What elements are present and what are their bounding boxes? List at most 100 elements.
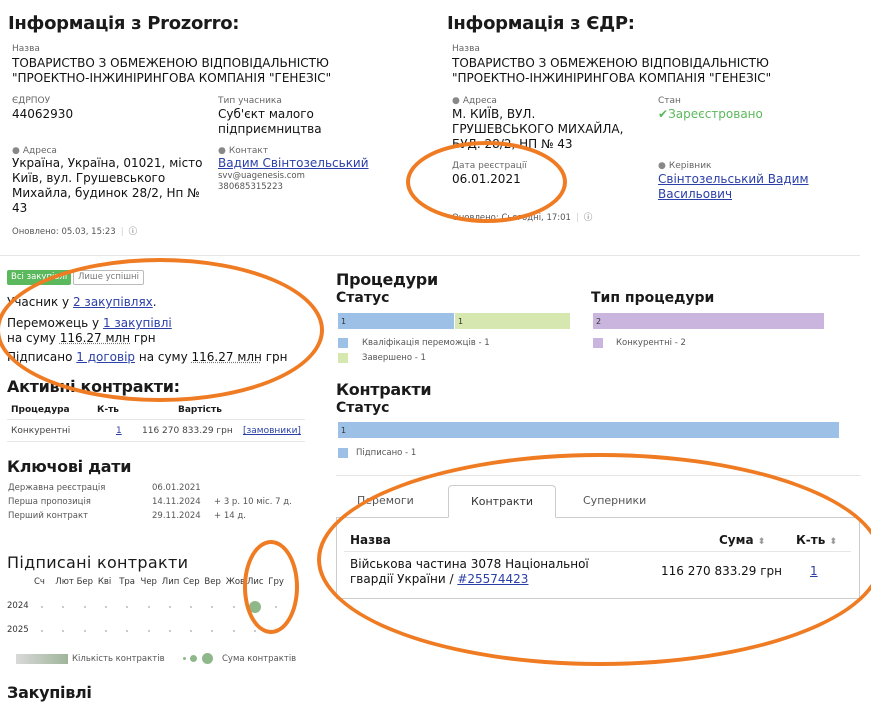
map-marker-icon: ● — [452, 96, 460, 106]
calendar-empty-dot — [190, 606, 193, 608]
col-count: К-ть — [97, 405, 119, 415]
calendar-month-label: Вер — [204, 577, 221, 587]
info-icon[interactable]: ⓘ — [583, 213, 593, 223]
participant-type-line1: Суб'єкт малого — [218, 107, 314, 121]
legend-swatch — [593, 338, 603, 348]
prozorro-address-line1: Україна, Україна, 01021, місто — [12, 156, 203, 170]
contracts-status-title: Статус — [336, 400, 390, 416]
legend-sum-label: Сума контрактів — [222, 654, 297, 664]
edr-address-label-row: ● Адреса — [452, 96, 497, 106]
prozorro-address-line2: Київ, вул. Грушевського — [12, 171, 166, 185]
key-dates-title: Ключові дати — [7, 457, 132, 476]
edr-name-label: Назва — [452, 44, 480, 54]
procedure-type-title: Тип процедури — [591, 290, 715, 306]
purchases-title: Закупівлі — [7, 683, 92, 702]
calendar-year-label: 2024 — [7, 601, 29, 611]
active-procedure-cell: Конкурентні — [11, 426, 71, 436]
calendar-year-label: 2025 — [7, 625, 29, 635]
prozorro-title: Інформація з Prozorro: — [8, 13, 240, 34]
prozorro-address-label-row: ● Адреса — [12, 146, 57, 156]
check-icon: ✔ — [658, 107, 669, 121]
date-row-label: Перша пропозиція — [8, 497, 91, 507]
active-count-link[interactable]: 1 — [116, 426, 122, 436]
edr-title: Інформація з ЄДР: — [447, 13, 635, 34]
calendar-month-label: Чер — [140, 577, 157, 587]
status-legend-completed: Завершено - 1 — [362, 353, 426, 363]
date-row-value: 29.11.2024 — [152, 511, 201, 521]
edrpou-value: 44062930 — [12, 107, 74, 121]
date-row-delta: + 14 д. — [214, 511, 246, 521]
prozorro-address-line4: 43 — [12, 201, 28, 215]
type-bar-competitive: 2 — [593, 313, 824, 329]
procedures-title: Процедури — [336, 270, 438, 289]
edr-status: ✔Зареєстровано — [658, 107, 763, 121]
divider — [0, 255, 860, 256]
contracts-bar-signed: 1 — [338, 422, 839, 438]
procedures-status-title: Статус — [336, 290, 390, 306]
edr-address-line1: М. КИЇВ, ВУЛ. — [452, 107, 536, 121]
highlight-ring-table — [317, 453, 871, 666]
calendar-empty-dot — [62, 606, 65, 608]
highlight-ring-regdate — [406, 141, 567, 223]
prozorro-name-label: Назва — [12, 44, 40, 54]
edrpou-label: ЄДРПОУ — [12, 96, 51, 106]
status-bar-completed: 1 — [455, 313, 570, 329]
contact-name-link[interactable]: Вадим Свінтозельський — [218, 156, 369, 170]
calendar-empty-dot — [147, 630, 150, 632]
legend-sum-dot-small — [183, 657, 186, 660]
calendar-month-label: Тра — [119, 577, 135, 587]
calendar-month-label: Бер — [76, 577, 94, 587]
customers-link[interactable]: [замовники] — [243, 426, 301, 436]
calendar-month-label: Сч — [34, 577, 45, 587]
status-bar-qualification: 1 — [338, 313, 454, 329]
highlight-ring-november — [243, 540, 299, 634]
date-row-value: 14.11.2024 — [152, 497, 201, 507]
calendar-empty-dot — [168, 630, 171, 632]
legend-count-label: Кількість контрактів — [72, 654, 165, 664]
status-legend-qualification: Кваліфікація переможців - 1 — [362, 338, 490, 348]
calendar-empty-dot — [83, 630, 86, 632]
calendar-empty-dot — [232, 606, 235, 608]
edr-name-line2: "ПРОЕКТНО-ІНЖИНІРИНГОВА КОМПАНІЯ "ГЕНЕЗІ… — [452, 71, 772, 85]
contact-label-row: ● Контакт — [218, 146, 269, 156]
col-value: Вартість — [178, 405, 222, 415]
calendar-empty-dot — [62, 630, 65, 632]
legend-swatch — [338, 353, 348, 363]
calendar-empty-dot — [41, 606, 43, 608]
participant-type-line2: підприємництва — [218, 122, 322, 136]
edr-name-line1: ТОВАРИСТВО З ОБМЕЖЕНОЮ ВІДПОВІДАЛЬНІСТЮ — [452, 56, 769, 70]
calendar-empty-dot — [254, 630, 256, 632]
col-procedure: Процедура — [11, 405, 70, 415]
legend-sum-dot-medium — [190, 655, 197, 662]
date-row-value: 06.01.2021 — [152, 483, 201, 493]
contact-email: svv@uagenesis.com — [218, 171, 305, 181]
head-link-line1[interactable]: Свінтозельський Вадим — [658, 172, 809, 186]
calendar-month-label: Лип — [161, 577, 180, 587]
calendar-empty-dot — [41, 630, 43, 632]
legend-count-swatch — [16, 654, 68, 664]
calendar-empty-dot — [232, 630, 235, 632]
contracts-legend-signed: Підписано - 1 — [356, 448, 417, 458]
prozorro-updated: Оновлено: 05.03, 15:23 | ⓘ — [12, 227, 138, 237]
calendar-month-label: Лют — [55, 577, 74, 587]
head-label-row: ● Керівник — [658, 161, 712, 171]
calendar-month-label: Кві — [97, 577, 112, 587]
calendar-empty-dot — [126, 630, 129, 632]
prozorro-name-line1: ТОВАРИСТВО З ОБМЕЖЕНОЮ ВІДПОВІДАЛЬНІСТЮ — [12, 56, 329, 70]
info-icon[interactable]: ⓘ — [128, 227, 138, 237]
calendar-empty-dot — [168, 606, 171, 608]
calendar-empty-dot — [83, 606, 86, 608]
head-link-line2[interactable]: Васильович — [658, 187, 733, 201]
highlight-ring-summary — [0, 258, 324, 402]
calendar-month-label: Сер — [183, 577, 200, 587]
prozorro-name-line2: "ПРОЕКТНО-ІНЖИНІРИНГОВА КОМПАНІЯ "ГЕНЕЗІ… — [12, 71, 332, 85]
calendar-empty-dot — [147, 606, 150, 608]
calendar-empty-dot — [211, 606, 214, 608]
contact-phone: 380685315223 — [218, 182, 283, 192]
user-icon: ● — [218, 146, 226, 156]
calendar-month-label: Жов — [225, 577, 246, 587]
date-row-delta: + 3 р. 10 міс. 7 д. — [214, 497, 292, 507]
date-row-label: Державна реєстрація — [8, 483, 106, 493]
legend-swatch — [338, 338, 348, 348]
legend-sum-dot-large — [202, 653, 213, 664]
